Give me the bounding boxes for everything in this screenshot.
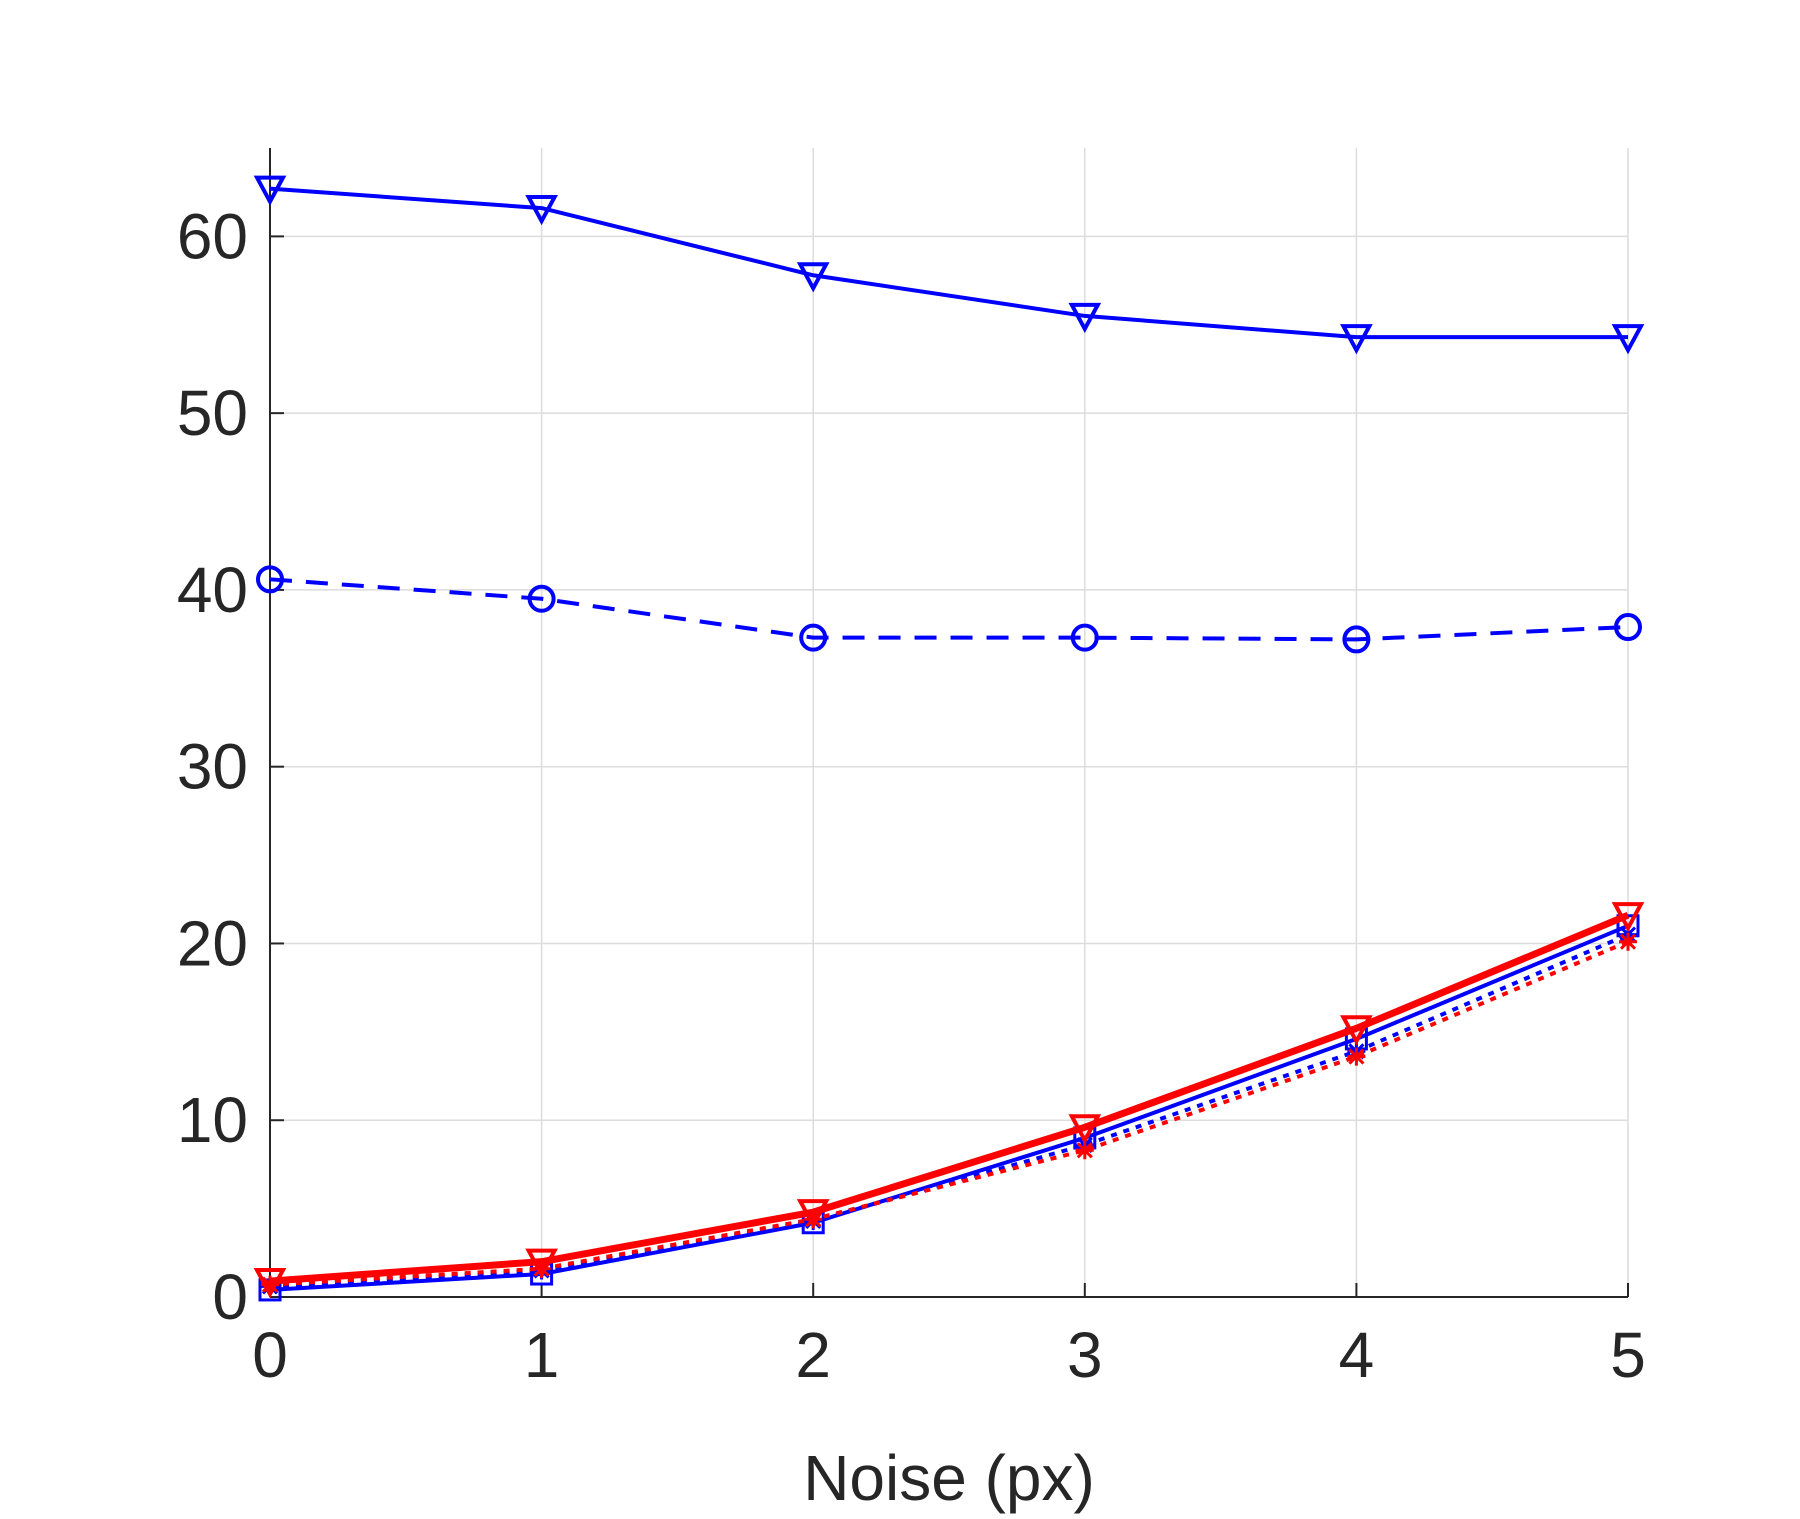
series-line <box>269 911 1630 1285</box>
data-point <box>532 1259 551 1278</box>
series-line <box>269 923 1629 1292</box>
data-point <box>1340 324 1373 355</box>
series-blue-triangle-solid <box>253 175 1645 355</box>
x-tick-label: 0 <box>252 1319 288 1391</box>
data-point <box>1347 1047 1366 1066</box>
series-red-dotted <box>261 932 1637 1294</box>
x-tick-label: 4 <box>1339 1319 1375 1391</box>
axes <box>269 148 1629 1298</box>
x-axis-title: Noise (px) <box>803 1442 1095 1514</box>
data-point <box>1342 625 1371 654</box>
data-point <box>253 1268 287 1299</box>
series-red-triangle-solid <box>253 902 1645 1299</box>
series-layer <box>253 175 1645 1302</box>
data-point <box>253 175 287 206</box>
data-point <box>796 262 830 293</box>
data-point <box>1614 613 1642 642</box>
grid <box>269 148 1629 1298</box>
data-point <box>804 1210 823 1229</box>
x-tick-label: 1 <box>524 1319 560 1391</box>
y-tick-label: 30 <box>177 731 248 803</box>
y-tick-label: 10 <box>177 1084 248 1156</box>
data-point <box>799 623 828 652</box>
data-point <box>525 195 558 226</box>
data-point <box>527 584 556 613</box>
data-point <box>796 1199 830 1230</box>
series-line <box>269 186 1628 340</box>
y-tick-label: 50 <box>177 377 248 449</box>
data-point <box>261 1275 279 1294</box>
series-blue-dotted <box>261 925 1637 1296</box>
data-point <box>256 565 284 594</box>
data-point <box>1075 1141 1094 1160</box>
data-point <box>1068 1114 1102 1145</box>
series-line <box>269 939 1629 1287</box>
y-tick-label: 40 <box>177 554 248 626</box>
x-tick-label: 5 <box>1610 1319 1646 1391</box>
data-point <box>1070 623 1099 652</box>
data-point <box>1611 902 1645 933</box>
series-line <box>269 932 1629 1289</box>
series-line <box>269 577 1629 642</box>
data-point <box>1340 1015 1373 1046</box>
y-tick-label: 0 <box>212 1261 248 1333</box>
data-point <box>1619 932 1637 951</box>
y-tick-label: 60 <box>177 200 248 272</box>
series-blue-circle-dashed <box>256 565 1642 654</box>
data-point <box>1068 302 1102 334</box>
x-tick-label: 3 <box>1067 1319 1103 1391</box>
y-tick-label: 20 <box>177 907 248 979</box>
series-blue-square-solid <box>258 914 1640 1302</box>
data-point <box>1611 324 1645 355</box>
data-point <box>525 1248 558 1279</box>
x-tick-label: 2 <box>795 1319 831 1391</box>
